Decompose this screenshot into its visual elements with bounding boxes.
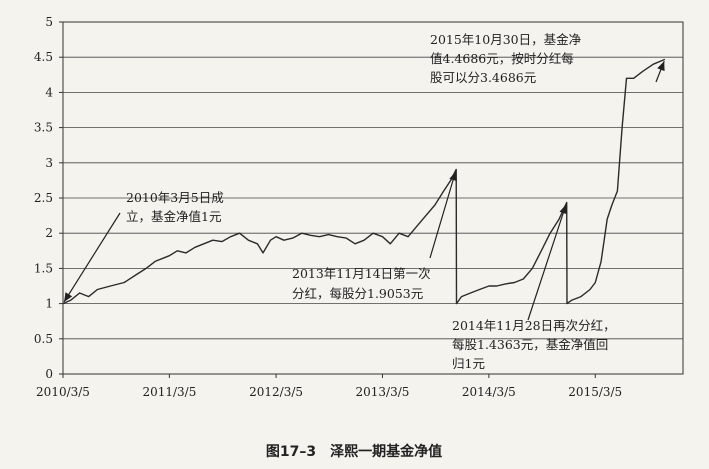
y-tick-label: 4: [45, 85, 53, 99]
nav-series: [62, 58, 666, 305]
y-tick-label: 0.5: [34, 332, 53, 346]
figure-caption: 图17–3 泽熙一期基金净值: [266, 443, 442, 460]
x-tick-label: 2013/3/5: [356, 385, 410, 399]
y-tick-label: 1: [45, 297, 53, 311]
annotation-first-dividend: 2013年11月14日第一次 分红，每股分1.9053元: [292, 266, 435, 301]
annotation-founding: 2010年3月5日成 立，基金净值1元: [126, 190, 228, 224]
annotation-arrow-head: [657, 61, 665, 72]
annotation-arrow-line: [63, 212, 121, 303]
y-tick-label: 5: [45, 15, 53, 29]
y-tick-label: 0: [45, 367, 53, 381]
y-tick-label: 3: [45, 156, 53, 170]
x-tick-label: 2010/3/5: [36, 385, 90, 399]
y-tick-label: 3.5: [34, 121, 53, 135]
annotation-current-nav: 2015年10月30日，基金净 值4.4686元，按时分红每 股可以分3.468…: [430, 32, 585, 85]
annotation-arrow-head: [559, 204, 568, 215]
gridlines: [63, 56, 683, 340]
y-axis-ticks: 0 0.5 1 1.5 2 2.5 3 3.5 4 4.5 5: [34, 15, 63, 381]
annotation-arrows: [63, 61, 665, 321]
annotation-arrow-head: [449, 171, 457, 182]
y-tick-label: 2: [45, 226, 53, 240]
annotations: 2010年3月5日成 立，基金净值1元 2013年11月14日第一次 分红，每股…: [126, 32, 620, 371]
series-line: [62, 58, 666, 305]
annotation-arrow-line: [527, 204, 567, 321]
x-tick-label: 2011/3/5: [142, 385, 196, 399]
x-axis-ticks: 2010/3/5 2011/3/5 2012/3/5 2013/3/5 2014/3/5…: [36, 374, 622, 399]
x-tick-label: 2014/3/5: [462, 385, 516, 399]
y-tick-label: 2.5: [34, 191, 53, 205]
annotation-second-dividend: 2014年11月28日再次分红， 每股1.4363元，基金净值回 归1元: [452, 318, 620, 371]
x-tick-label: 2012/3/5: [249, 385, 303, 399]
annotation-arrow-head: [64, 292, 73, 302]
annotation-arrow-line: [429, 171, 457, 259]
x-tick-label: 2015/3/5: [568, 385, 622, 399]
y-tick-label: 1.5: [34, 261, 53, 275]
y-tick-label: 4.5: [34, 50, 53, 64]
